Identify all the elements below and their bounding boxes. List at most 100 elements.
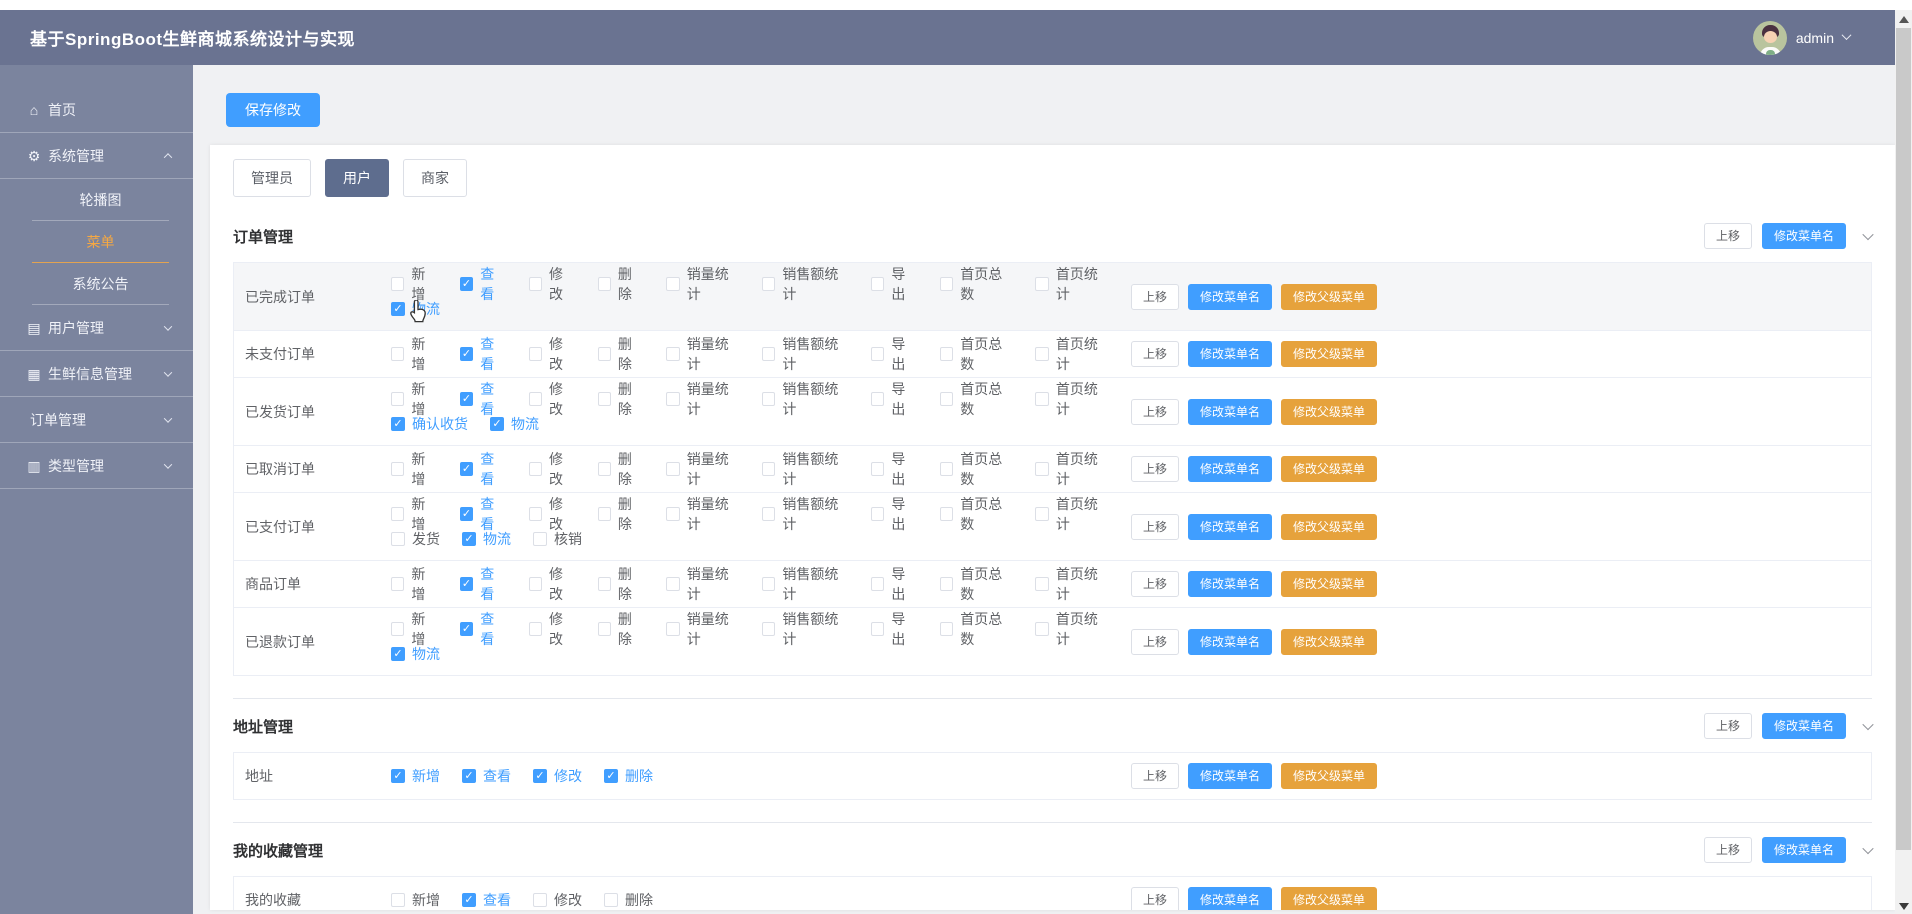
vertical-scrollbar[interactable] — [1895, 10, 1912, 914]
permission-checkbox-item[interactable]: 导出 — [870, 494, 918, 534]
save-changes-button[interactable]: 保存修改 — [226, 93, 320, 127]
sidebar-item-5[interactable]: ▥ 类型管理 — [0, 443, 193, 489]
checkbox-unchecked-icon[interactable] — [597, 277, 611, 291]
checkbox-unchecked-icon[interactable] — [597, 392, 611, 406]
checkbox-checked-icon[interactable]: ✓ — [490, 417, 504, 431]
checkbox-checked-icon[interactable]: ✓ — [533, 769, 547, 783]
permission-checkbox-item[interactable]: 导出 — [870, 264, 918, 304]
permission-checkbox-item[interactable]: 销量统计 — [666, 379, 740, 419]
permission-checkbox-item[interactable]: 新增 — [391, 609, 438, 649]
checkbox-unchecked-icon[interactable] — [870, 577, 885, 591]
checkbox-unchecked-icon[interactable] — [391, 507, 405, 521]
permission-checkbox-item[interactable]: 导出 — [870, 379, 918, 419]
checkbox-unchecked-icon[interactable] — [761, 277, 776, 291]
permission-checkbox-item[interactable]: 导出 — [870, 564, 918, 604]
permission-checkbox-item[interactable]: 销售额统计 — [761, 449, 849, 489]
permission-checkbox-item[interactable]: ✓ 查看 — [459, 609, 507, 649]
change-parent-menu-button[interactable]: 修改父级菜单 — [1281, 571, 1378, 597]
checkbox-unchecked-icon[interactable] — [528, 507, 543, 521]
change-parent-menu-button[interactable]: 修改父级菜单 — [1281, 283, 1378, 310]
rename-menu-button[interactable]: 修改菜单名 — [1188, 513, 1273, 540]
permission-checkbox-item[interactable]: ✓ 物流 — [391, 299, 440, 319]
permission-checkbox-item[interactable]: 新增 — [391, 494, 438, 534]
move-up-button[interactable]: 上移 — [1131, 513, 1180, 540]
permission-checkbox-item[interactable]: 新增 — [391, 264, 438, 304]
rename-menu-button[interactable]: 修改菜单名 — [1188, 628, 1273, 655]
rename-menu-button[interactable]: 修改菜单名 — [1188, 763, 1273, 789]
checkbox-unchecked-icon[interactable] — [391, 462, 405, 476]
permission-checkbox-item[interactable]: ✓ 新增 — [391, 766, 440, 786]
checkbox-checked-icon[interactable]: ✓ — [459, 507, 474, 521]
permission-checkbox-item[interactable]: 删除 — [597, 334, 645, 374]
sidebar-subitem-1-0[interactable]: 轮播图 — [32, 179, 169, 221]
permission-checkbox-item[interactable]: 删除 — [597, 564, 645, 604]
permission-checkbox-item[interactable]: ✓ 确认收货 — [391, 414, 468, 434]
move-up-button[interactable]: 上移 — [1131, 763, 1180, 789]
checkbox-checked-icon[interactable]: ✓ — [459, 462, 474, 476]
checkbox-checked-icon[interactable]: ✓ — [391, 647, 405, 661]
section-rename-menu-button[interactable]: 修改菜单名 — [1761, 837, 1846, 863]
move-up-button[interactable]: 上移 — [1131, 398, 1180, 425]
permission-checkbox-item[interactable]: 删除 — [597, 449, 645, 489]
sidebar-subitem-1-2[interactable]: 系统公告 — [32, 263, 169, 305]
change-parent-menu-button[interactable]: 修改父级菜单 — [1281, 341, 1378, 367]
permission-checkbox-item[interactable]: 销量统计 — [666, 449, 740, 489]
permission-checkbox-item[interactable]: 发货 — [391, 529, 440, 549]
checkbox-unchecked-icon[interactable] — [391, 532, 405, 546]
checkbox-unchecked-icon[interactable] — [528, 392, 543, 406]
checkbox-checked-icon[interactable]: ✓ — [462, 893, 476, 907]
permission-checkbox-item[interactable]: 首页统计 — [1035, 264, 1109, 304]
permission-checkbox-item[interactable]: ✓ 查看 — [459, 264, 507, 304]
checkbox-checked-icon[interactable]: ✓ — [459, 347, 474, 361]
checkbox-unchecked-icon[interactable] — [528, 462, 543, 476]
sidebar-subitem-1-1[interactable]: 菜单 — [32, 221, 169, 263]
checkbox-unchecked-icon[interactable] — [666, 277, 680, 291]
sidebar-item-1[interactable]: ⚙ 系统管理 — [0, 133, 193, 179]
permission-checkbox-item[interactable]: 销售额统计 — [761, 264, 849, 304]
checkbox-unchecked-icon[interactable] — [533, 893, 547, 907]
change-parent-menu-button[interactable]: 修改父级菜单 — [1281, 513, 1378, 540]
permission-checkbox-item[interactable]: 销售额统计 — [761, 379, 849, 419]
checkbox-unchecked-icon[interactable] — [1035, 577, 1049, 591]
permission-checkbox-item[interactable]: ✓ 查看 — [459, 334, 507, 374]
permission-checkbox-item[interactable]: ✓ 物流 — [462, 529, 511, 549]
permission-checkbox-item[interactable]: 首页统计 — [1035, 334, 1109, 374]
checkbox-unchecked-icon[interactable] — [666, 622, 680, 636]
checkbox-unchecked-icon[interactable] — [761, 347, 776, 361]
checkbox-checked-icon[interactable]: ✓ — [459, 622, 474, 636]
permission-checkbox-item[interactable]: 修改 — [528, 449, 576, 489]
permission-checkbox-item[interactable]: 首页统计 — [1035, 449, 1109, 489]
permission-checkbox-item[interactable]: 修改 — [528, 609, 576, 649]
checkbox-checked-icon[interactable]: ✓ — [391, 769, 405, 783]
permission-checkbox-item[interactable]: 首页总数 — [939, 264, 1014, 304]
checkbox-unchecked-icon[interactable] — [597, 347, 611, 361]
sidebar-item-2[interactable]: ▤ 用户管理 — [0, 305, 193, 351]
permission-checkbox-item[interactable]: ✓ 查看 — [462, 890, 511, 910]
permission-checkbox-item[interactable]: 导出 — [870, 609, 918, 649]
rename-menu-button[interactable]: 修改菜单名 — [1188, 571, 1273, 597]
move-up-button[interactable]: 上移 — [1131, 341, 1180, 367]
permission-checkbox-item[interactable]: ✓ 删除 — [604, 766, 653, 786]
checkbox-unchecked-icon[interactable] — [391, 577, 405, 591]
section-move-up-button[interactable]: 上移 — [1703, 837, 1752, 863]
permission-checkbox-item[interactable]: 销量统计 — [666, 564, 740, 604]
move-up-button[interactable]: 上移 — [1131, 456, 1180, 482]
checkbox-unchecked-icon[interactable] — [533, 532, 547, 546]
move-up-button[interactable]: 上移 — [1131, 628, 1180, 655]
permission-checkbox-item[interactable]: 销售额统计 — [761, 564, 849, 604]
change-parent-menu-button[interactable]: 修改父级菜单 — [1281, 763, 1378, 789]
checkbox-unchecked-icon[interactable] — [391, 622, 405, 636]
checkbox-unchecked-icon[interactable] — [597, 462, 611, 476]
change-parent-menu-button[interactable]: 修改父级菜单 — [1281, 456, 1378, 482]
change-parent-menu-button[interactable]: 修改父级菜单 — [1281, 628, 1378, 655]
section-rename-menu-button[interactable]: 修改菜单名 — [1761, 223, 1846, 249]
checkbox-unchecked-icon[interactable] — [1035, 462, 1049, 476]
chevron-down-icon[interactable] — [1862, 718, 1874, 731]
permission-checkbox-item[interactable]: 首页总数 — [939, 564, 1014, 604]
permission-checkbox-item[interactable]: 销售额统计 — [761, 494, 849, 534]
checkbox-checked-icon[interactable]: ✓ — [391, 302, 405, 316]
scrollbar-thumb[interactable] — [1896, 28, 1911, 850]
permission-checkbox-item[interactable]: 首页总数 — [939, 609, 1014, 649]
checkbox-checked-icon[interactable]: ✓ — [462, 769, 476, 783]
permission-checkbox-item[interactable]: 新增 — [391, 890, 440, 910]
